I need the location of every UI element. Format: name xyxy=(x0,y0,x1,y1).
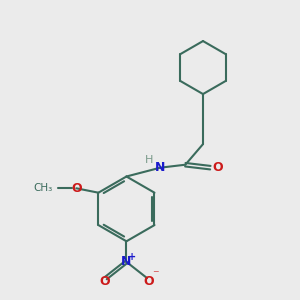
Text: +: + xyxy=(128,253,136,262)
Text: O: O xyxy=(143,274,154,287)
Text: H: H xyxy=(145,155,153,165)
Text: N: N xyxy=(121,255,132,268)
Text: O: O xyxy=(99,274,110,287)
Text: N: N xyxy=(155,161,166,174)
Text: CH₃: CH₃ xyxy=(34,183,53,193)
Text: ⁻: ⁻ xyxy=(153,268,159,282)
Text: O: O xyxy=(213,161,223,174)
Text: O: O xyxy=(71,182,82,195)
